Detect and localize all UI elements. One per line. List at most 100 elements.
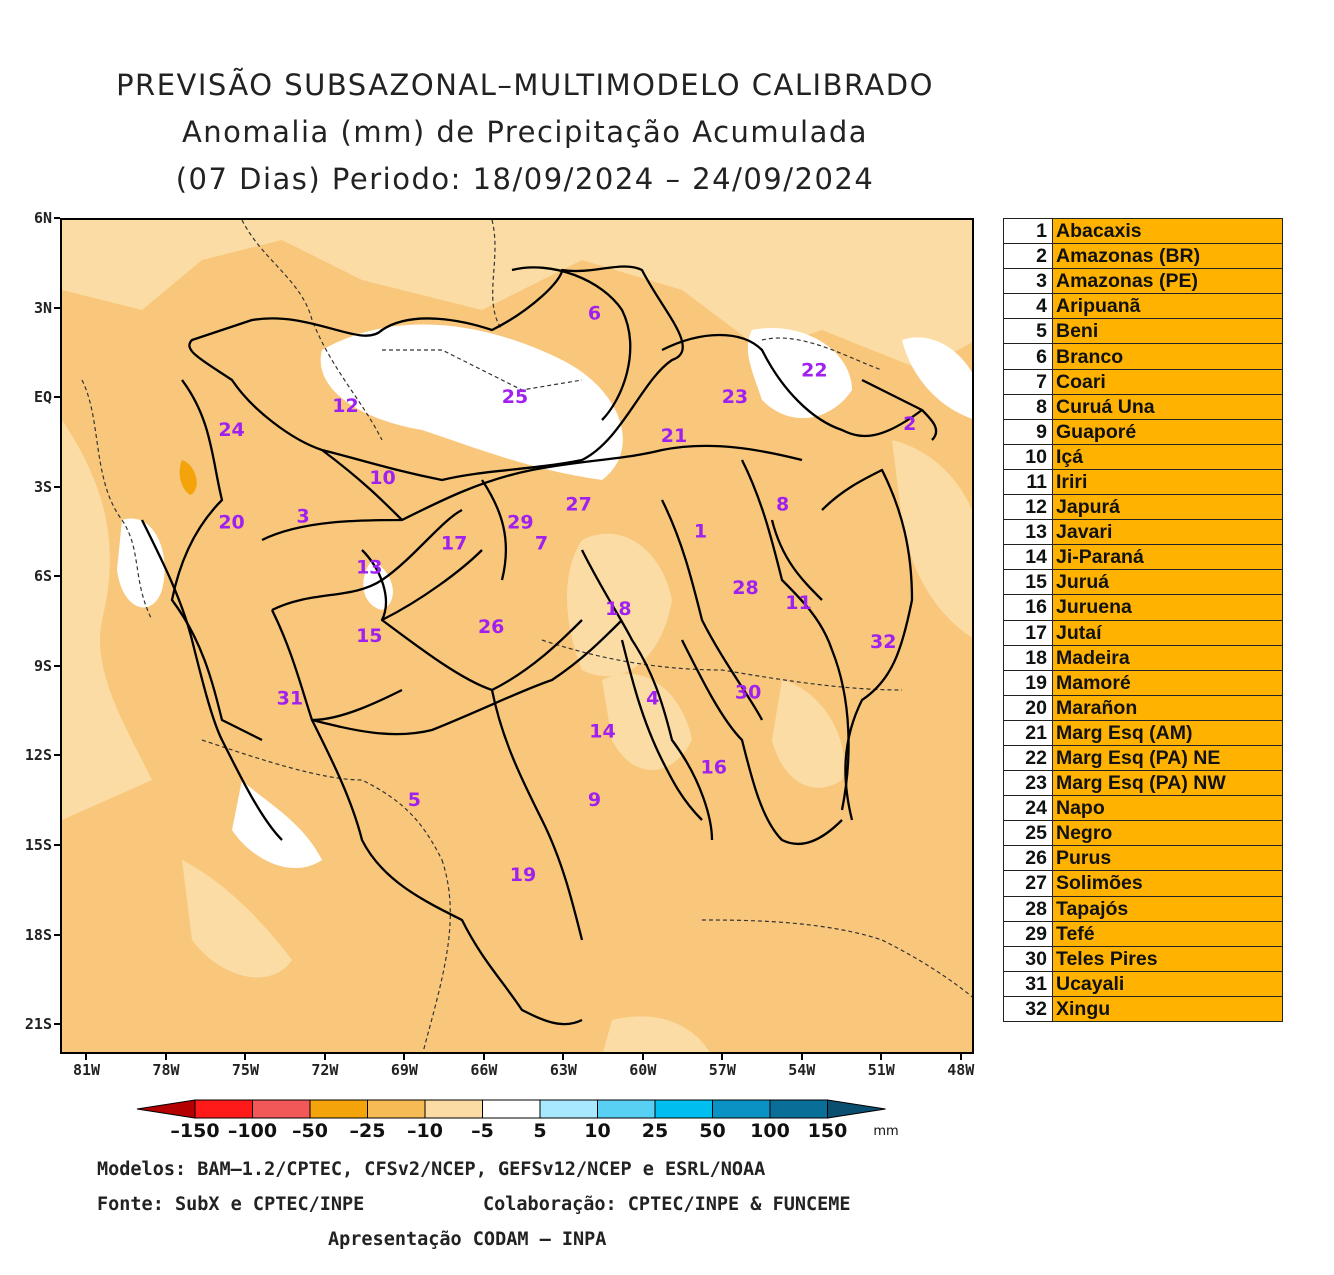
- basin-outline-purus: [381, 619, 583, 692]
- legend-basin-name: Javari: [1052, 519, 1283, 546]
- longitude-label: 54W: [788, 1061, 816, 1079]
- colorbar-segment: [482, 1099, 541, 1119]
- latitude-label: 12S: [24, 746, 52, 765]
- longitude-tick: [85, 1054, 88, 1060]
- latitude-tick: [54, 575, 60, 578]
- colorbar-segment: [194, 1099, 253, 1119]
- colorbar-label: –100: [227, 1120, 278, 1142]
- legend-basin-name: Ucayali: [1052, 970, 1283, 997]
- longitude-tick: [164, 1054, 167, 1060]
- longitude-tick: [562, 1054, 565, 1060]
- legend-basin-name: Coari: [1052, 368, 1283, 395]
- latitude-label: 21S: [24, 1015, 52, 1034]
- legend-row: 18 Madeira: [1003, 644, 1283, 671]
- border-line: [541, 639, 903, 691]
- latitude-label: 6S: [33, 567, 52, 586]
- legend-basin-name: Mamoré: [1052, 669, 1283, 696]
- latitude-tick: [54, 396, 60, 399]
- colorbar-label: 150: [807, 1120, 848, 1142]
- legend-basin-name: Branco: [1052, 343, 1283, 370]
- longitude-tick: [482, 1054, 485, 1060]
- basin-outlines: [140, 265, 938, 1026]
- basin-legend-table: 1 Abacaxis 2 Amazonas (BR) 3 Amazonas (PE) 4 Ar…: [1003, 217, 1283, 1023]
- legend-row: 15 Juruá: [1003, 569, 1283, 596]
- legend-basin-name: Amazonas (PE): [1052, 268, 1283, 295]
- legend-row: 14 Ji-Paraná: [1003, 544, 1283, 571]
- basin-number-label: 28: [732, 577, 758, 599]
- basin-number-label: 20: [218, 512, 244, 534]
- basin-number-label: 31: [277, 688, 303, 710]
- longitude-label: 60W: [629, 1061, 657, 1079]
- legend-row: 30 Teles Pires: [1003, 945, 1283, 972]
- legend-number: 8: [1003, 393, 1053, 420]
- legend-number: 9: [1003, 418, 1053, 445]
- longitude-tick: [959, 1054, 962, 1060]
- basin-outline-branco: [511, 266, 632, 421]
- legend-row: 4 Aripuanã: [1003, 293, 1283, 320]
- anomaly-area-5-10: [62, 220, 972, 370]
- basin-outline-tefe: [481, 479, 508, 581]
- legend-row: 3 Amazonas (PE): [1003, 268, 1283, 295]
- basin-outline-xingu: [821, 468, 914, 821]
- border-line: [761, 337, 883, 371]
- longitude-tick: [323, 1054, 326, 1060]
- legend-basin-name: Tapajós: [1052, 895, 1283, 922]
- title-line-3: (07 Dias) Periodo: 18/09/2024 – 24/09/20…: [175, 162, 875, 196]
- latitude-tick: [54, 1023, 60, 1026]
- footer-collaboration: Colaboração: CPTEC/INPE & FUNCEME: [483, 1194, 851, 1215]
- country-borders: [81, 220, 972, 1052]
- basin-outline-amazonas-br: [861, 378, 938, 441]
- basin-number-label: 7: [535, 532, 548, 554]
- basin-number-label: 26: [478, 616, 504, 638]
- legend-basin-name: Marg Esq (AM): [1052, 719, 1283, 746]
- latitude-tick: [54, 754, 60, 757]
- border-line: [422, 859, 451, 1052]
- colorbar-unit: mm: [873, 1124, 899, 1139]
- longitude-label: 72W: [311, 1061, 339, 1079]
- legend-number: 25: [1003, 820, 1053, 847]
- basin-number-label: 11: [785, 592, 811, 614]
- colorbar-segment: [424, 1099, 483, 1119]
- legend-number: 21: [1003, 719, 1053, 746]
- basin-number-label: 8: [776, 494, 789, 516]
- legend-number: 14: [1003, 544, 1053, 571]
- legend-row: 26 Purus: [1003, 845, 1283, 872]
- legend-basin-name: Napo: [1052, 795, 1283, 822]
- latitude-label: 9S: [33, 656, 52, 675]
- basin-outline-madeira: [580, 549, 714, 841]
- latitude-tick: [54, 664, 60, 667]
- legend-row: 5 Beni: [1003, 318, 1283, 345]
- legend-basin-name: Jutaí: [1052, 619, 1283, 646]
- legend-row: 32 Xingu: [1003, 995, 1283, 1023]
- legend-row: 25 Negro: [1003, 820, 1283, 847]
- colorbar-label: 25: [641, 1120, 669, 1142]
- longitude-label: 63W: [549, 1061, 577, 1079]
- legend-number: 3: [1003, 268, 1053, 295]
- basin-number-label: 14: [589, 721, 615, 743]
- legend-basin-name: Teles Pires: [1052, 945, 1283, 972]
- legend-number: 18: [1003, 644, 1053, 671]
- longitude-tick: [244, 1054, 247, 1060]
- legend-number: 20: [1003, 694, 1053, 721]
- legend-row: 24 Napo: [1003, 795, 1283, 822]
- legend-number: 6: [1003, 343, 1053, 370]
- legend-number: 13: [1003, 519, 1053, 546]
- latitude-label: 18S: [24, 925, 52, 944]
- legend-number: 26: [1003, 845, 1053, 872]
- basin-number-label: 12: [332, 395, 358, 417]
- longitude-label: 75W: [231, 1061, 259, 1079]
- colorbar-segment: [539, 1099, 598, 1119]
- legend-basin-name: Solimões: [1052, 870, 1283, 897]
- legend-row: 28 Tapajós: [1003, 895, 1283, 922]
- legend-row: 19 Mamoré: [1003, 669, 1283, 696]
- basin-number-label: 22: [801, 359, 827, 381]
- latitude-tick: [54, 485, 60, 488]
- colorbar: [136, 1099, 886, 1119]
- legend-number: 29: [1003, 920, 1053, 947]
- basin-number-label: 18: [605, 598, 631, 620]
- legend-number: 31: [1003, 970, 1053, 997]
- basin-outline-solimoes: [261, 444, 803, 542]
- border-line: [491, 220, 503, 331]
- colorbar-label: –150: [170, 1120, 220, 1142]
- legend-row: 29 Tefé: [1003, 920, 1283, 947]
